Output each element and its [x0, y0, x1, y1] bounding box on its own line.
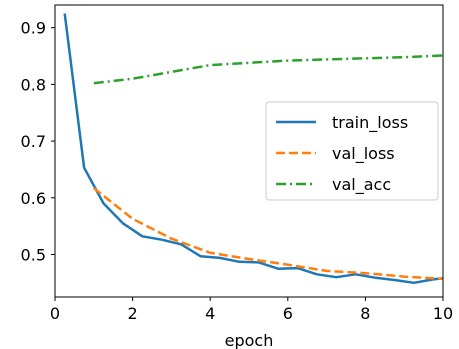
legend-label-val_loss: val_loss	[332, 144, 395, 164]
y-tick-label: 0.5	[21, 245, 46, 264]
axes-border	[54, 4, 444, 298]
x-tick-label: 2	[128, 304, 138, 323]
legend-box	[265, 101, 439, 201]
plot-area	[63, 13, 444, 285]
legend: train_loss val_loss val_acc	[265, 101, 439, 201]
series-line-train_loss	[63, 13, 444, 285]
x-tick-label: 6	[283, 304, 293, 323]
series-line-val_loss	[93, 187, 444, 281]
y-tick-label: 0.9	[21, 19, 46, 38]
x-axis-label: epoch	[225, 331, 274, 349]
x-tick-label: 8	[360, 304, 370, 323]
x-axis: 0 2 4 6 8 10	[50, 297, 453, 323]
legend-label-train_loss: train_loss	[332, 113, 408, 133]
series-line-val_acc	[93, 54, 444, 85]
x-tick-label: 10	[433, 304, 453, 323]
x-tick-label: 4	[205, 304, 215, 323]
axes-frame	[54, 4, 444, 298]
y-tick-label: 0.6	[21, 189, 46, 208]
y-tick-label: 0.7	[21, 132, 46, 151]
y-axis: 0.5 0.6 0.7 0.8 0.9	[21, 19, 55, 264]
y-tick-label: 0.8	[21, 75, 46, 94]
legend-label-val_acc: val_acc	[332, 175, 391, 195]
x-tick-label: 0	[50, 304, 60, 323]
